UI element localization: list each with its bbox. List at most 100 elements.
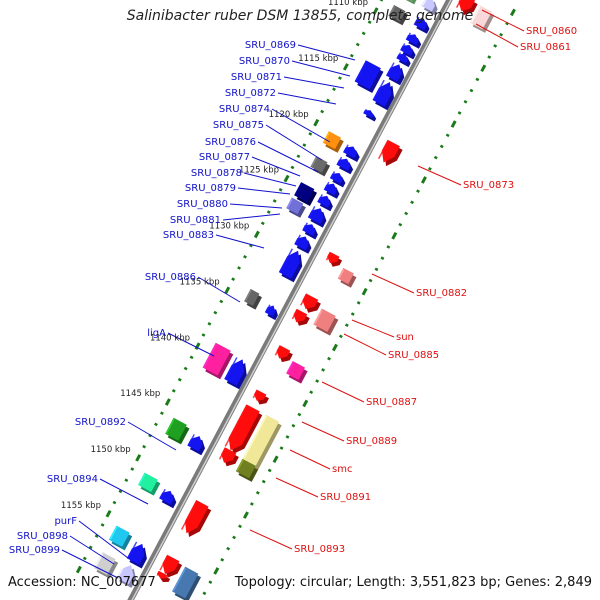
minor-tick: [130, 467, 135, 471]
major-tick: [283, 174, 290, 183]
feature-body: [386, 64, 402, 82]
minor-tick: [171, 389, 176, 393]
gene-label: sun: [396, 332, 414, 343]
gene-feature: [323, 181, 340, 199]
feature-body: [410, 0, 412, 1]
gene-feature: [165, 417, 190, 445]
minor-tick: [219, 299, 224, 304]
label-line-layer: [61, 9, 525, 579]
major-tick: [213, 567, 220, 575]
major-tick: [75, 565, 82, 574]
map-title: Salinibacter ruber DSM 13855, complete g…: [126, 8, 474, 24]
major-tick: [480, 64, 487, 73]
feature-highlight: [138, 473, 146, 485]
gene-feature: [396, 52, 411, 68]
tick-label: 1155 kbp: [61, 501, 101, 511]
minor-tick: [439, 144, 444, 149]
major-tick: [105, 509, 112, 518]
feature-body: [224, 359, 245, 386]
feature-body: [293, 308, 308, 323]
minor-tick: [201, 333, 206, 337]
feature-highlight: [159, 488, 166, 499]
feature-highlight: [265, 304, 271, 313]
gene-feature: [302, 222, 318, 240]
minor-tick: [320, 109, 325, 114]
leader-line: [417, 165, 462, 186]
major-tick: [302, 399, 309, 408]
minor-tick: [220, 557, 225, 562]
minor-tick: [367, 20, 372, 24]
leader-line: [251, 156, 301, 177]
gene-label: SRU_0889: [346, 436, 397, 447]
minor-tick: [416, 189, 420, 193]
gene-feature: [336, 156, 354, 175]
minor-tick: [82, 556, 87, 561]
gene-feature: [93, 552, 119, 579]
leader-line: [481, 9, 525, 32]
leader-line: [343, 333, 387, 356]
minor-tick: [321, 368, 325, 372]
minor-tick: [374, 267, 379, 272]
minor-tick: [279, 446, 284, 450]
minor-tick: [309, 390, 314, 395]
gene-feature: [224, 357, 247, 390]
minor-tick: [349, 53, 354, 58]
minor-tick: [457, 111, 462, 115]
minor-tick: [207, 322, 212, 326]
feature-highlight: [389, 5, 396, 16]
minor-tick: [232, 535, 236, 540]
gene-feature: [329, 171, 346, 188]
minor-tick: [118, 489, 123, 494]
feature-highlight: [109, 526, 118, 540]
feature-highlight: [355, 61, 367, 82]
feature-highlight: [291, 309, 298, 320]
leader-line: [371, 273, 415, 294]
leader-line: [321, 381, 365, 403]
feature-body: [343, 146, 358, 159]
gene-label: SRU_0873: [463, 180, 514, 191]
gene-feature: [421, 0, 438, 16]
major-tick: [224, 286, 231, 295]
feature-highlight: [224, 357, 238, 379]
minor-tick: [398, 222, 403, 227]
feature-highlight: [224, 405, 248, 447]
feature-highlight: [244, 289, 252, 302]
feature-body: [363, 110, 374, 118]
feature-body: [242, 414, 280, 466]
feature-highlight: [311, 157, 318, 167]
minor-tick: [410, 200, 415, 205]
feature-body: [162, 554, 180, 574]
feature-body: [302, 293, 319, 309]
gene-feature: [413, 16, 430, 34]
minor-tick: [296, 154, 301, 159]
minor-tick: [338, 334, 343, 339]
minor-tick: [278, 187, 283, 192]
gene-feature: [126, 541, 147, 569]
tick-label: 1145 kbp: [120, 389, 160, 399]
feature-layer: [93, 0, 495, 600]
feature-body: [458, 0, 476, 12]
feature-body: [254, 389, 267, 401]
feature-highlight: [127, 541, 138, 559]
gene-feature: [156, 570, 171, 582]
accession-text: Accession: NC_007677: [8, 575, 156, 590]
feature-highlight: [377, 140, 389, 160]
minor-tick: [272, 199, 277, 203]
feature-highlight: [286, 198, 293, 209]
tick-label: 1130 kbp: [209, 222, 249, 232]
major-tick: [164, 398, 171, 406]
minor-tick: [142, 444, 147, 449]
minor-tick: [243, 254, 247, 259]
feature-highlight: [338, 268, 345, 279]
feature-highlight: [300, 294, 308, 306]
feature-highlight: [159, 555, 169, 571]
minor-tick: [350, 312, 355, 316]
gene-label: SRU_0860: [526, 26, 577, 37]
feature-body: [354, 60, 381, 90]
tick-label: 1110 kbp: [328, 0, 368, 8]
minor-tick: [183, 366, 188, 371]
feature-body: [185, 500, 209, 534]
gene-feature: [264, 304, 278, 321]
feature-body: [278, 250, 300, 279]
